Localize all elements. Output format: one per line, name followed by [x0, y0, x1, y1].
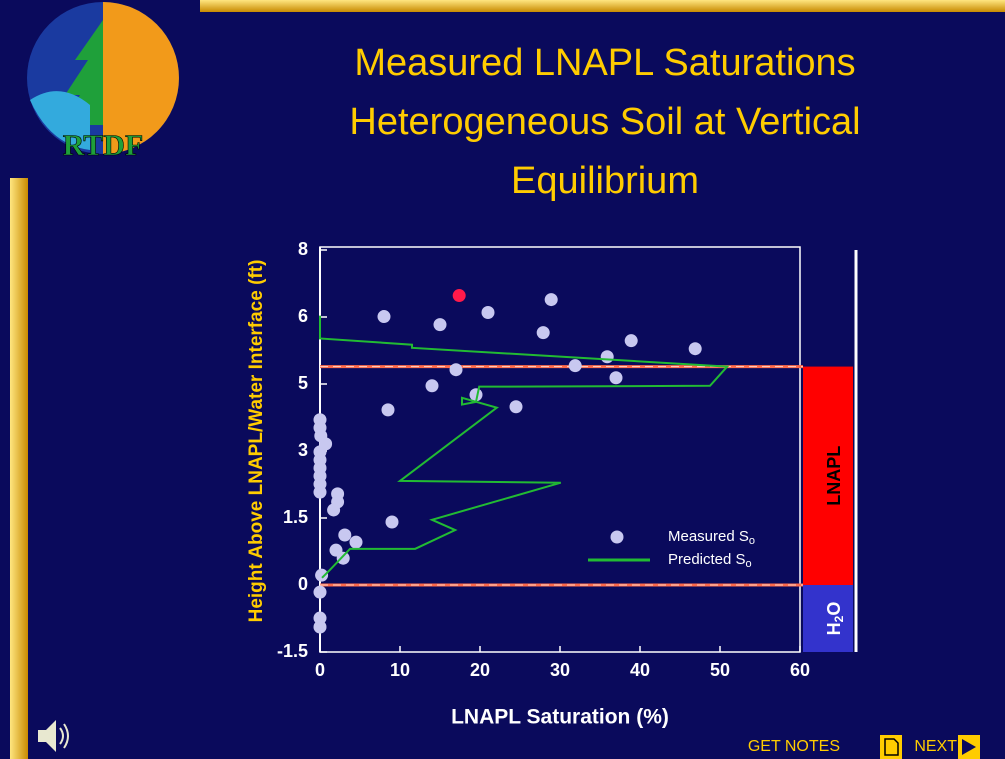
data-point: [481, 306, 495, 320]
x-tick-label: 40: [630, 660, 650, 680]
data-point: [469, 388, 483, 402]
data-point: [568, 359, 582, 373]
data-point: [536, 326, 550, 340]
notes-page[interactable]: [884, 738, 899, 756]
logo: RTDF: [27, 2, 179, 162]
data-point: [381, 403, 395, 417]
data-point: [433, 318, 447, 332]
zone-lnapl: [803, 366, 853, 585]
data-point: [313, 585, 327, 599]
left-bar: [10, 178, 28, 759]
data-point: [338, 528, 352, 542]
x-tick-label: 30: [550, 660, 570, 680]
chart: LNAPL H2O -1.5 0 1.5 3 5 6 8 0 10 20 30 40 50 60 LNAPL S…: [246, 239, 858, 729]
legend-label: Predicted So: [668, 551, 752, 570]
data-point: [327, 503, 341, 517]
y-axis-title: Height Above LNAPL/Water Interface (ft): [246, 260, 267, 623]
data-point: [509, 400, 523, 414]
y-tick-label: 3: [298, 440, 308, 460]
data-point: [688, 342, 702, 356]
title-line: Measured LNAPL Saturations: [354, 42, 855, 84]
legend-name: Predicted S: [668, 551, 746, 568]
notes-button[interactable]: GET NOTES: [748, 735, 902, 759]
x-tick-label: 10: [390, 660, 410, 680]
data-point: [449, 363, 463, 377]
logo-tree: [60, 20, 103, 125]
legend-label: Measured So: [668, 528, 755, 547]
x-axis-title: LNAPL Saturation (%): [451, 706, 669, 729]
legend-sub: o: [749, 535, 755, 547]
legend-marker: [610, 530, 624, 544]
logo-right: [103, 2, 179, 154]
zone-label-part: H: [824, 622, 844, 635]
x-tick-label: 0: [315, 660, 325, 680]
data-point: [452, 289, 466, 303]
zone-label-part: O: [824, 602, 844, 616]
zone-label-part: 2: [832, 615, 846, 622]
title-line: Heterogeneous Soil at Vertical: [349, 101, 860, 143]
data-point: [425, 379, 439, 393]
y-tick-label: 1.5: [283, 507, 308, 527]
y-tick-label: 0: [298, 574, 308, 594]
y-tick-label: -1.5: [277, 641, 308, 661]
data-point: [544, 293, 558, 307]
zone-label: LNAPL: [824, 446, 844, 506]
y-tick-label: 5: [298, 373, 308, 393]
data-line: [319, 315, 730, 579]
data-point: [313, 485, 327, 499]
legend-sub: o: [746, 558, 752, 570]
notes-label[interactable]: GET NOTES: [748, 738, 840, 755]
data-point: [377, 310, 391, 324]
data-point: [313, 611, 327, 625]
data-point: [313, 620, 327, 634]
title: Measured LNAPL Saturations Heterogeneous…: [349, 42, 860, 202]
data-point: [385, 515, 399, 529]
zone-label: H2O: [824, 602, 846, 636]
title-line: Equilibrium: [511, 160, 699, 202]
logo-water: [30, 91, 90, 150]
y-tick-label: 8: [298, 239, 308, 259]
x-tick-label: 50: [710, 660, 730, 680]
x-tick-label: 60: [790, 660, 810, 680]
data-point: [336, 551, 350, 565]
data-point: [624, 334, 638, 348]
speaker-icon[interactable]: [38, 720, 69, 752]
next-label[interactable]: NEXT: [914, 738, 957, 755]
zone-water: [803, 585, 853, 652]
data-point: [600, 350, 614, 364]
data-point: [315, 568, 329, 582]
x-tick-label: 20: [470, 660, 490, 680]
y-tick-label: 6: [298, 306, 308, 326]
next-button[interactable]: NEXT: [914, 735, 980, 759]
logo-text: RTDF: [63, 129, 144, 162]
speaker-waves[interactable]: [59, 723, 69, 749]
legend-name: Measured S: [668, 528, 749, 545]
speaker[interactable]: [38, 720, 56, 752]
data-point: [349, 535, 363, 549]
next-arrow[interactable]: [962, 739, 976, 755]
top-bar: [200, 0, 1005, 12]
data-point: [609, 371, 623, 385]
